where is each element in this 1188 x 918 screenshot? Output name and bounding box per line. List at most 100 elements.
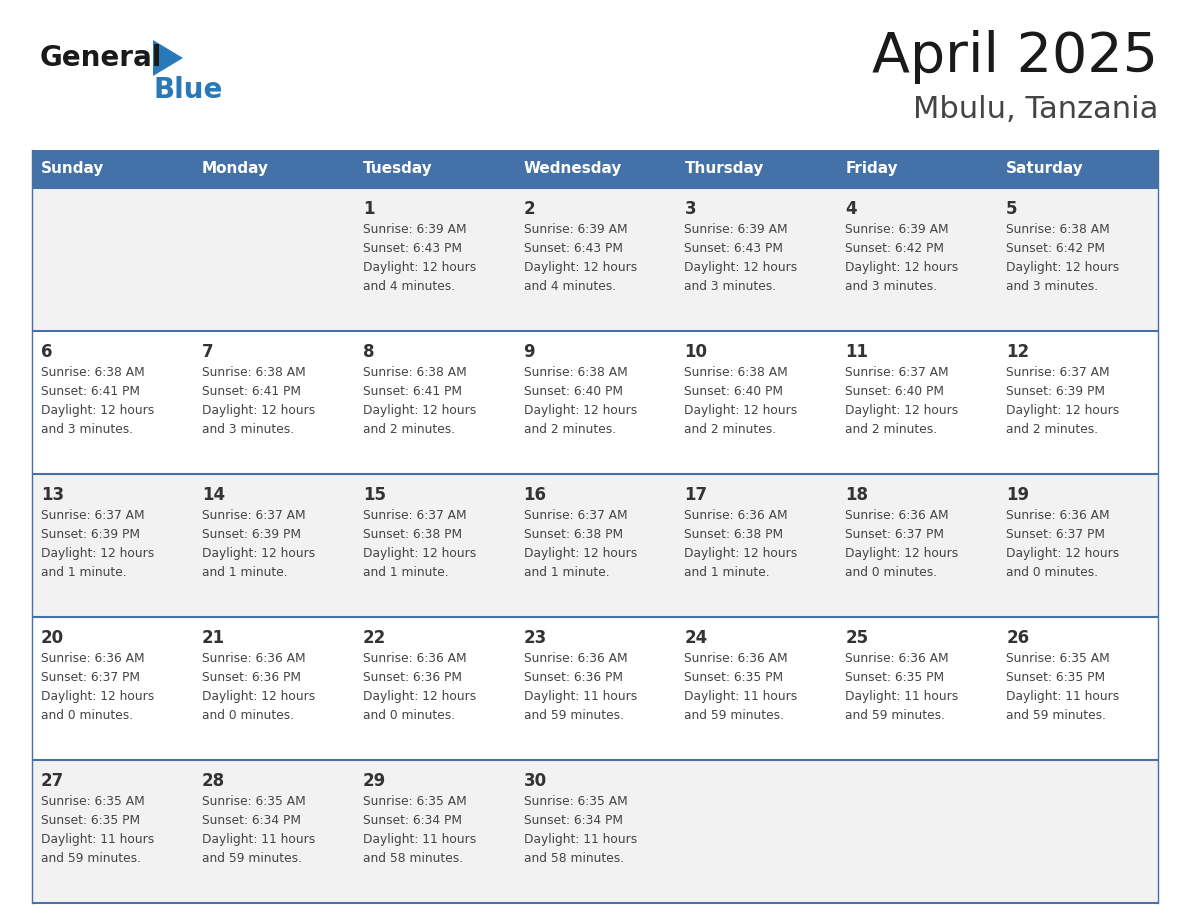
Text: Sunrise: 6:39 AM: Sunrise: 6:39 AM: [684, 223, 788, 236]
Text: Sunrise: 6:37 AM: Sunrise: 6:37 AM: [362, 509, 467, 522]
Text: Sunset: 6:38 PM: Sunset: 6:38 PM: [684, 528, 784, 541]
Bar: [192, 150, 354, 188]
Text: and 0 minutes.: and 0 minutes.: [202, 709, 293, 722]
Text: Daylight: 12 hours: Daylight: 12 hours: [362, 690, 476, 703]
Text: Sunset: 6:40 PM: Sunset: 6:40 PM: [846, 385, 944, 398]
Text: 7: 7: [202, 343, 214, 361]
Text: and 0 minutes.: and 0 minutes.: [42, 709, 133, 722]
Text: and 1 minute.: and 1 minute.: [362, 566, 448, 579]
Text: Daylight: 12 hours: Daylight: 12 hours: [1006, 547, 1119, 560]
Text: 2: 2: [524, 200, 536, 218]
Text: and 59 minutes.: and 59 minutes.: [202, 852, 302, 865]
Text: and 4 minutes.: and 4 minutes.: [362, 280, 455, 293]
Text: 8: 8: [362, 343, 374, 361]
Text: Friday: Friday: [846, 162, 898, 176]
Text: Sunrise: 6:37 AM: Sunrise: 6:37 AM: [202, 509, 305, 522]
Text: and 1 minute.: and 1 minute.: [524, 566, 609, 579]
Text: and 1 minute.: and 1 minute.: [684, 566, 770, 579]
Bar: [514, 150, 676, 188]
Text: and 3 minutes.: and 3 minutes.: [202, 423, 293, 436]
Bar: [836, 150, 997, 188]
Text: Daylight: 12 hours: Daylight: 12 hours: [1006, 261, 1119, 274]
Bar: [997, 188, 1158, 331]
Bar: [354, 188, 514, 331]
Bar: [997, 760, 1158, 903]
Text: 26: 26: [1006, 629, 1029, 647]
Text: Daylight: 11 hours: Daylight: 11 hours: [1006, 690, 1119, 703]
Text: Sunset: 6:41 PM: Sunset: 6:41 PM: [42, 385, 140, 398]
Text: Sunset: 6:38 PM: Sunset: 6:38 PM: [362, 528, 462, 541]
Text: and 59 minutes.: and 59 minutes.: [1006, 709, 1106, 722]
Text: Daylight: 12 hours: Daylight: 12 hours: [846, 261, 959, 274]
Text: Daylight: 11 hours: Daylight: 11 hours: [524, 690, 637, 703]
Bar: [354, 760, 514, 903]
Text: Wednesday: Wednesday: [524, 162, 623, 176]
Bar: [997, 474, 1158, 617]
Text: Sunrise: 6:39 AM: Sunrise: 6:39 AM: [524, 223, 627, 236]
Text: Mbulu, Tanzania: Mbulu, Tanzania: [912, 95, 1158, 124]
Text: and 2 minutes.: and 2 minutes.: [1006, 423, 1098, 436]
Text: Daylight: 12 hours: Daylight: 12 hours: [42, 404, 154, 417]
Text: 18: 18: [846, 486, 868, 504]
Text: Sunrise: 6:36 AM: Sunrise: 6:36 AM: [362, 652, 467, 665]
Text: Sunset: 6:34 PM: Sunset: 6:34 PM: [362, 814, 462, 827]
Text: 15: 15: [362, 486, 386, 504]
Bar: [836, 474, 997, 617]
Text: Daylight: 11 hours: Daylight: 11 hours: [684, 690, 797, 703]
Text: Blue: Blue: [153, 76, 222, 104]
Text: and 0 minutes.: and 0 minutes.: [362, 709, 455, 722]
Text: Sunrise: 6:36 AM: Sunrise: 6:36 AM: [684, 652, 788, 665]
Bar: [836, 188, 997, 331]
Text: 16: 16: [524, 486, 546, 504]
Text: Sunset: 6:34 PM: Sunset: 6:34 PM: [202, 814, 301, 827]
Text: Daylight: 11 hours: Daylight: 11 hours: [42, 833, 154, 846]
Text: and 59 minutes.: and 59 minutes.: [42, 852, 141, 865]
Text: Daylight: 12 hours: Daylight: 12 hours: [684, 261, 797, 274]
Text: Sunset: 6:40 PM: Sunset: 6:40 PM: [684, 385, 783, 398]
Bar: [32, 331, 192, 474]
Text: Daylight: 12 hours: Daylight: 12 hours: [202, 404, 315, 417]
Text: Sunset: 6:39 PM: Sunset: 6:39 PM: [1006, 385, 1105, 398]
Text: and 2 minutes.: and 2 minutes.: [524, 423, 615, 436]
Text: Sunset: 6:40 PM: Sunset: 6:40 PM: [524, 385, 623, 398]
Text: and 0 minutes.: and 0 minutes.: [1006, 566, 1098, 579]
Bar: [192, 474, 354, 617]
Text: Daylight: 12 hours: Daylight: 12 hours: [362, 261, 476, 274]
Bar: [514, 617, 676, 760]
Text: Sunrise: 6:37 AM: Sunrise: 6:37 AM: [524, 509, 627, 522]
Text: and 4 minutes.: and 4 minutes.: [524, 280, 615, 293]
Text: and 59 minutes.: and 59 minutes.: [524, 709, 624, 722]
Text: 22: 22: [362, 629, 386, 647]
Text: Sunrise: 6:36 AM: Sunrise: 6:36 AM: [846, 509, 949, 522]
Text: Daylight: 12 hours: Daylight: 12 hours: [362, 404, 476, 417]
Bar: [32, 150, 192, 188]
Text: 25: 25: [846, 629, 868, 647]
Bar: [192, 188, 354, 331]
Text: 9: 9: [524, 343, 536, 361]
Text: Sunrise: 6:36 AM: Sunrise: 6:36 AM: [524, 652, 627, 665]
Text: 3: 3: [684, 200, 696, 218]
Text: Sunset: 6:36 PM: Sunset: 6:36 PM: [524, 671, 623, 684]
Text: 17: 17: [684, 486, 708, 504]
Text: Sunset: 6:36 PM: Sunset: 6:36 PM: [202, 671, 301, 684]
Text: 27: 27: [42, 772, 64, 790]
Text: Sunset: 6:37 PM: Sunset: 6:37 PM: [1006, 528, 1105, 541]
Text: Sunrise: 6:35 AM: Sunrise: 6:35 AM: [202, 795, 305, 808]
Text: Sunrise: 6:36 AM: Sunrise: 6:36 AM: [42, 652, 145, 665]
Bar: [192, 331, 354, 474]
Text: Sunset: 6:35 PM: Sunset: 6:35 PM: [1006, 671, 1105, 684]
Bar: [676, 150, 836, 188]
Text: Sunrise: 6:35 AM: Sunrise: 6:35 AM: [42, 795, 145, 808]
Text: and 58 minutes.: and 58 minutes.: [524, 852, 624, 865]
Text: Sunset: 6:43 PM: Sunset: 6:43 PM: [524, 242, 623, 255]
Bar: [836, 331, 997, 474]
Text: Sunrise: 6:35 AM: Sunrise: 6:35 AM: [524, 795, 627, 808]
Text: Sunrise: 6:37 AM: Sunrise: 6:37 AM: [1006, 366, 1110, 379]
Text: Thursday: Thursday: [684, 162, 764, 176]
Bar: [192, 617, 354, 760]
Text: and 2 minutes.: and 2 minutes.: [684, 423, 777, 436]
Bar: [676, 331, 836, 474]
Bar: [676, 474, 836, 617]
Text: Daylight: 12 hours: Daylight: 12 hours: [684, 547, 797, 560]
Bar: [354, 331, 514, 474]
